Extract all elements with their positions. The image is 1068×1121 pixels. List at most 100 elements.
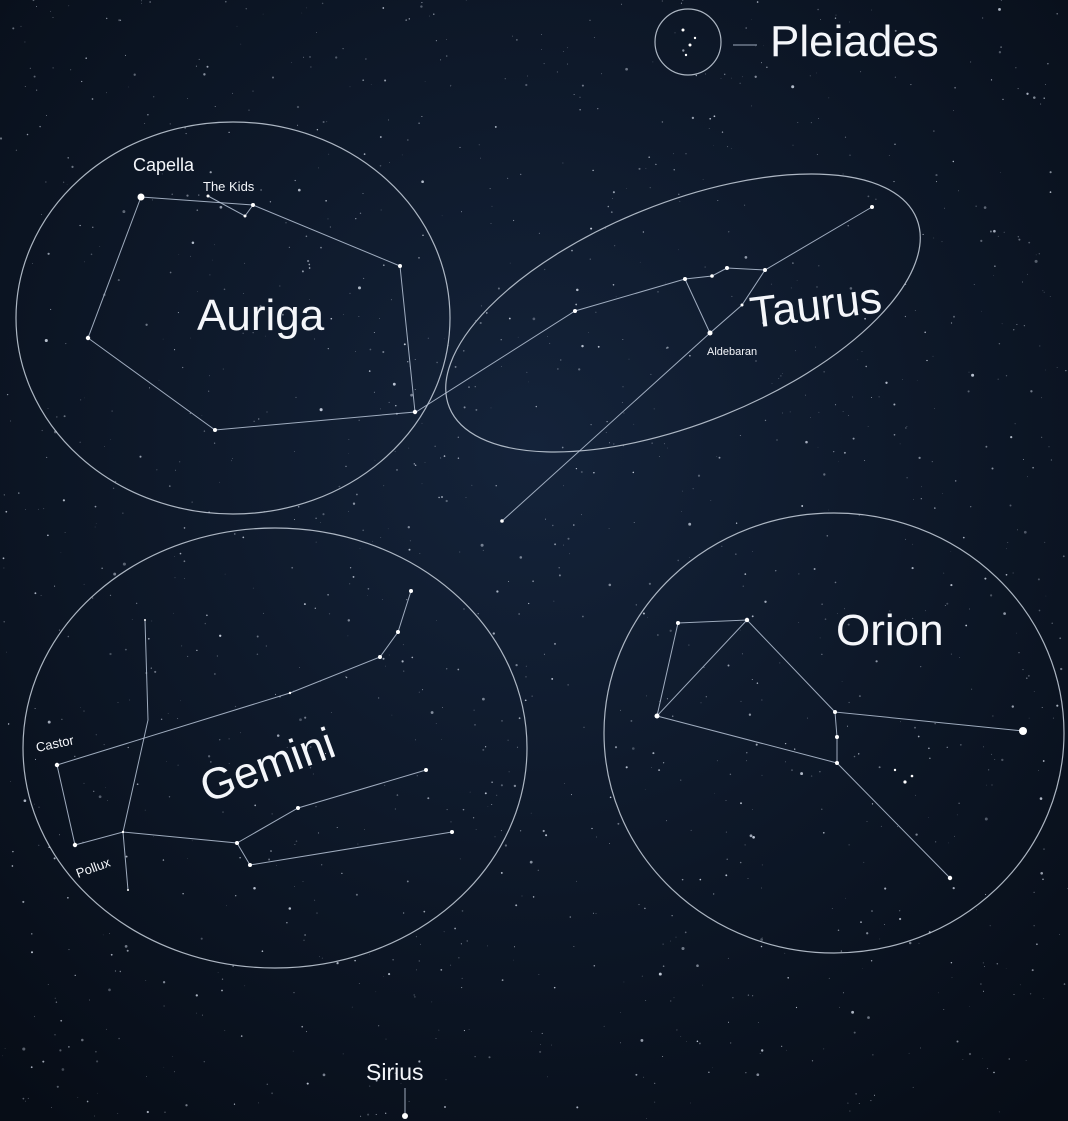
background-star [474,724,475,725]
background-star [266,645,267,646]
background-star [263,14,264,15]
background-star [356,494,358,496]
background-star [761,1049,763,1051]
background-star [488,806,489,807]
background-star [446,39,447,40]
background-star [706,696,707,697]
background-star [915,795,916,796]
background-star [360,213,361,214]
background-star [798,622,799,623]
background-star [441,739,442,740]
background-star [356,894,358,896]
background-star [950,584,952,586]
background-star [755,46,756,47]
background-star [532,580,534,582]
bright-star [710,274,714,278]
bright-star [122,831,124,833]
background-star [662,1056,663,1057]
background-star [514,785,516,787]
background-star [89,1000,90,1001]
background-star [207,66,209,68]
background-star [791,85,794,88]
background-star [258,418,259,419]
background-star [423,911,425,913]
background-star [944,208,945,209]
background-star [889,155,890,156]
background-star [365,58,366,59]
background-star [202,415,203,416]
background-star [1028,242,1030,244]
bright-star [1019,727,1027,735]
background-star [244,263,245,264]
background-star [849,155,850,156]
background-star [848,702,849,703]
background-star [145,810,146,811]
background-star [623,386,624,387]
background-star [568,684,569,685]
background-star [752,551,753,552]
background-star [374,392,375,393]
background-star [935,174,937,176]
background-star [963,1059,964,1060]
background-star [609,528,610,529]
background-star [622,402,623,403]
background-star [381,210,382,211]
background-star [112,411,113,412]
background-star [1024,531,1027,534]
background-star [740,435,741,436]
background-star [442,216,443,217]
background-star [516,39,518,41]
background-star [953,316,955,318]
background-star [999,343,1000,344]
background-star [315,806,316,807]
background-star [547,1076,548,1077]
background-star [1000,172,1001,173]
background-star [472,485,473,486]
background-star [454,928,456,930]
background-star [651,767,652,768]
background-star [905,427,906,428]
background-star [632,747,635,750]
background-star [174,1071,175,1072]
background-star [410,394,413,397]
background-star [658,769,660,771]
background-star [198,195,199,196]
background-star [272,813,273,814]
background-star [625,68,628,71]
background-star [355,351,356,352]
background-star [847,225,848,226]
background-star [601,73,602,74]
background-star [206,614,208,616]
background-star [409,448,410,449]
background-star [220,206,223,209]
background-star [168,713,169,714]
background-star [986,785,987,786]
background-star [339,486,341,488]
background-star [871,960,872,961]
background-star [752,995,753,996]
background-star [640,262,641,263]
background-star [515,904,517,906]
background-star [0,137,2,139]
background-star [402,155,403,156]
background-star [1013,573,1014,574]
background-star [152,199,153,200]
background-star [681,947,684,950]
background-star [1010,505,1012,507]
background-star [151,667,152,668]
background-star [307,1083,309,1085]
background-star [871,397,872,398]
bright-star [685,54,687,56]
background-star [212,260,213,261]
background-star [464,406,466,408]
background-star [260,189,262,191]
background-star [219,482,220,483]
background-star [1024,325,1025,326]
background-star [480,322,482,324]
background-star [308,264,310,266]
background-star [349,584,350,585]
background-star [810,76,811,77]
background-star [805,395,806,396]
background-star [3,557,5,559]
background-star [80,399,81,400]
